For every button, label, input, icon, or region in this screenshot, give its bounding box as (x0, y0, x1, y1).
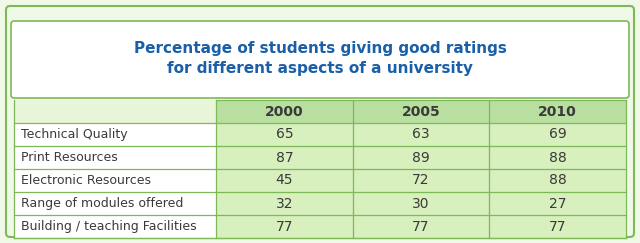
Bar (14, 169, 216, 192)
Text: Building / teaching Facilities: Building / teaching Facilities (21, 220, 196, 233)
Text: 72: 72 (412, 174, 429, 188)
Bar (14, 215, 216, 238)
Text: Range of modules offered: Range of modules offered (21, 197, 184, 210)
Text: 30: 30 (412, 197, 429, 210)
FancyBboxPatch shape (11, 21, 629, 98)
Text: 77: 77 (549, 219, 566, 234)
Bar (14, 100, 216, 123)
Text: Print Resources: Print Resources (21, 151, 118, 164)
Bar (14, 192, 216, 215)
Text: 45: 45 (276, 174, 293, 188)
Bar (14, 146, 216, 169)
Text: 69: 69 (548, 128, 566, 141)
Text: 27: 27 (549, 197, 566, 210)
Text: 63: 63 (412, 128, 430, 141)
Text: 88: 88 (548, 174, 566, 188)
Bar (490, 100, 626, 123)
Bar (216, 100, 353, 123)
Bar (490, 146, 626, 169)
Text: Technical Quality: Technical Quality (21, 128, 127, 141)
Text: 87: 87 (276, 150, 293, 165)
FancyBboxPatch shape (6, 6, 634, 237)
Text: 77: 77 (412, 219, 429, 234)
Text: Electronic Resources: Electronic Resources (21, 174, 151, 187)
Text: 2005: 2005 (402, 104, 440, 119)
Bar (490, 192, 626, 215)
Bar (353, 146, 490, 169)
Text: 65: 65 (276, 128, 293, 141)
Text: 77: 77 (276, 219, 293, 234)
Bar (353, 169, 490, 192)
Bar (14, 100, 626, 238)
Text: for different aspects of a university: for different aspects of a university (167, 61, 473, 76)
Bar (490, 215, 626, 238)
Text: 2010: 2010 (538, 104, 577, 119)
Bar (353, 215, 490, 238)
Text: Percentage of students giving good ratings: Percentage of students giving good ratin… (134, 41, 506, 56)
Bar (216, 123, 353, 146)
Bar (216, 192, 353, 215)
Bar (490, 123, 626, 146)
Bar (14, 123, 216, 146)
Text: 2000: 2000 (265, 104, 303, 119)
Bar (490, 169, 626, 192)
Bar (216, 146, 353, 169)
Text: 89: 89 (412, 150, 430, 165)
Bar (353, 192, 490, 215)
Text: 32: 32 (276, 197, 293, 210)
Bar (353, 100, 490, 123)
Text: 88: 88 (548, 150, 566, 165)
Bar (216, 169, 353, 192)
Bar (216, 215, 353, 238)
Bar (353, 123, 490, 146)
